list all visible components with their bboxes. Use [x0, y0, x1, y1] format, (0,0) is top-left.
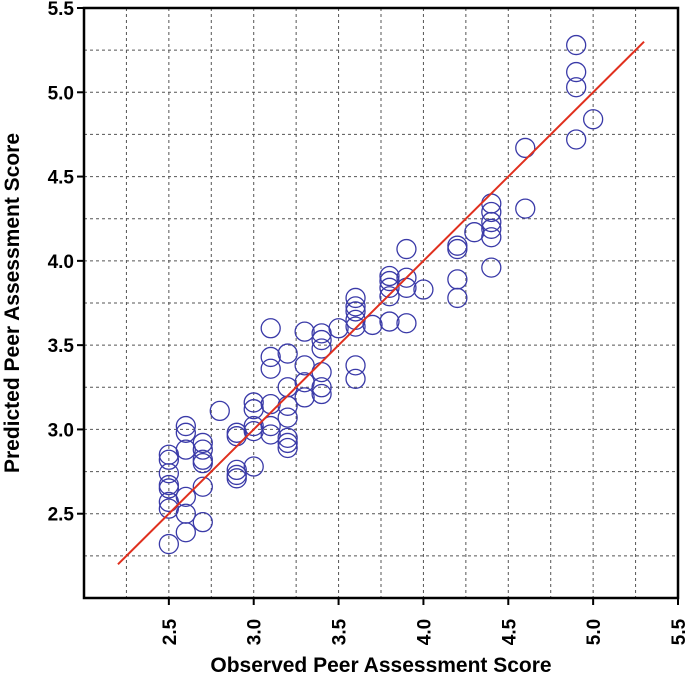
data-point [277, 343, 298, 364]
fit-line [117, 41, 645, 565]
data-point [379, 277, 400, 298]
y-tick-label: 5.5 [48, 0, 75, 20]
data-point [192, 439, 213, 460]
x-tick-label: 4.0 [414, 619, 435, 645]
y-tick-label: 2.5 [48, 505, 75, 526]
y-tick-label: 3.5 [48, 336, 75, 357]
data-point [158, 533, 180, 555]
x-tick-label: 3.5 [330, 618, 351, 645]
data-point [277, 432, 298, 454]
data-point [260, 358, 281, 379]
data-point [158, 463, 180, 484]
data-point [243, 392, 264, 413]
data-point [481, 257, 502, 278]
data-point [345, 316, 366, 337]
data-point [192, 476, 213, 497]
data-point [209, 400, 230, 422]
x-tick-label: 2.5 [160, 618, 181, 645]
x-tick-label: 5.5 [669, 618, 685, 645]
data-point [396, 313, 417, 334]
data-point [260, 415, 281, 437]
data-point [175, 415, 196, 437]
data-point [192, 511, 213, 533]
data-point [379, 265, 400, 287]
data-point [515, 137, 536, 159]
data-point [277, 395, 298, 416]
data-point [481, 227, 502, 248]
data-point [345, 287, 366, 309]
data-point [311, 383, 332, 405]
x-tick-label: 4.5 [499, 618, 520, 645]
data-point [413, 279, 434, 300]
data-point [175, 439, 196, 460]
data-point [294, 387, 315, 408]
data-point [345, 301, 366, 322]
data-point [481, 218, 502, 239]
data-point [362, 314, 383, 336]
data-point [396, 267, 417, 288]
fit-line-layer [117, 41, 645, 565]
data-point [158, 478, 180, 499]
data-point [277, 427, 298, 449]
y-tick-label: 5.0 [48, 83, 74, 104]
data-point [345, 368, 366, 390]
data-point [328, 318, 349, 339]
data-point [396, 238, 417, 260]
data-point [260, 424, 281, 445]
y-axis-title: Predicted Peer Assessment Score [1, 133, 24, 473]
data-point [481, 201, 502, 223]
data-point [243, 456, 264, 477]
data-point [582, 109, 604, 130]
data-point [277, 407, 298, 428]
data-point [515, 198, 536, 219]
data-point [311, 329, 332, 351]
data-point [175, 486, 196, 508]
y-tick-label: 3.0 [48, 420, 74, 441]
data-point [566, 129, 587, 150]
data-point [311, 361, 332, 383]
y-tick-label: 4.0 [48, 252, 74, 273]
data-point [226, 468, 247, 489]
data-points [158, 34, 604, 555]
data-point [158, 449, 180, 470]
data-point [447, 238, 468, 260]
data-point [226, 459, 247, 481]
data-point [447, 287, 468, 309]
data-point [566, 77, 587, 98]
data-point [345, 355, 366, 376]
data-point [566, 34, 587, 56]
data-point [311, 377, 332, 398]
data-point [277, 437, 298, 459]
plot-frame [82, 6, 680, 600]
data-point [379, 286, 400, 307]
data-point [447, 269, 468, 290]
data-point [566, 61, 587, 83]
data-point [379, 311, 400, 332]
data-point [294, 372, 315, 393]
data-point [175, 522, 196, 543]
data-point [311, 338, 332, 359]
x-tick-label: 3.0 [245, 619, 266, 645]
data-point [481, 193, 502, 214]
axis-ticks [77, 7, 679, 605]
data-point [260, 318, 281, 339]
data-point [481, 211, 502, 233]
data-point [464, 222, 485, 243]
data-point [294, 321, 315, 342]
data-point [345, 296, 366, 317]
y-tick-label: 4.5 [48, 168, 75, 189]
data-point [243, 415, 264, 437]
data-point [260, 346, 281, 368]
data-point [192, 432, 213, 454]
data-point [192, 452, 213, 474]
x-tick-label: 5.0 [584, 619, 605, 645]
tick-labels: 2.5 3.0 3.5 4.0 4.5 5.0 5.5 2.5 3.0 3.5 4.0 4.5 5.0 5… [48, 0, 685, 645]
data-point [175, 422, 196, 443]
x-axis-title: Observed Peer Assessment Score [210, 654, 551, 677]
data-point [260, 393, 281, 415]
